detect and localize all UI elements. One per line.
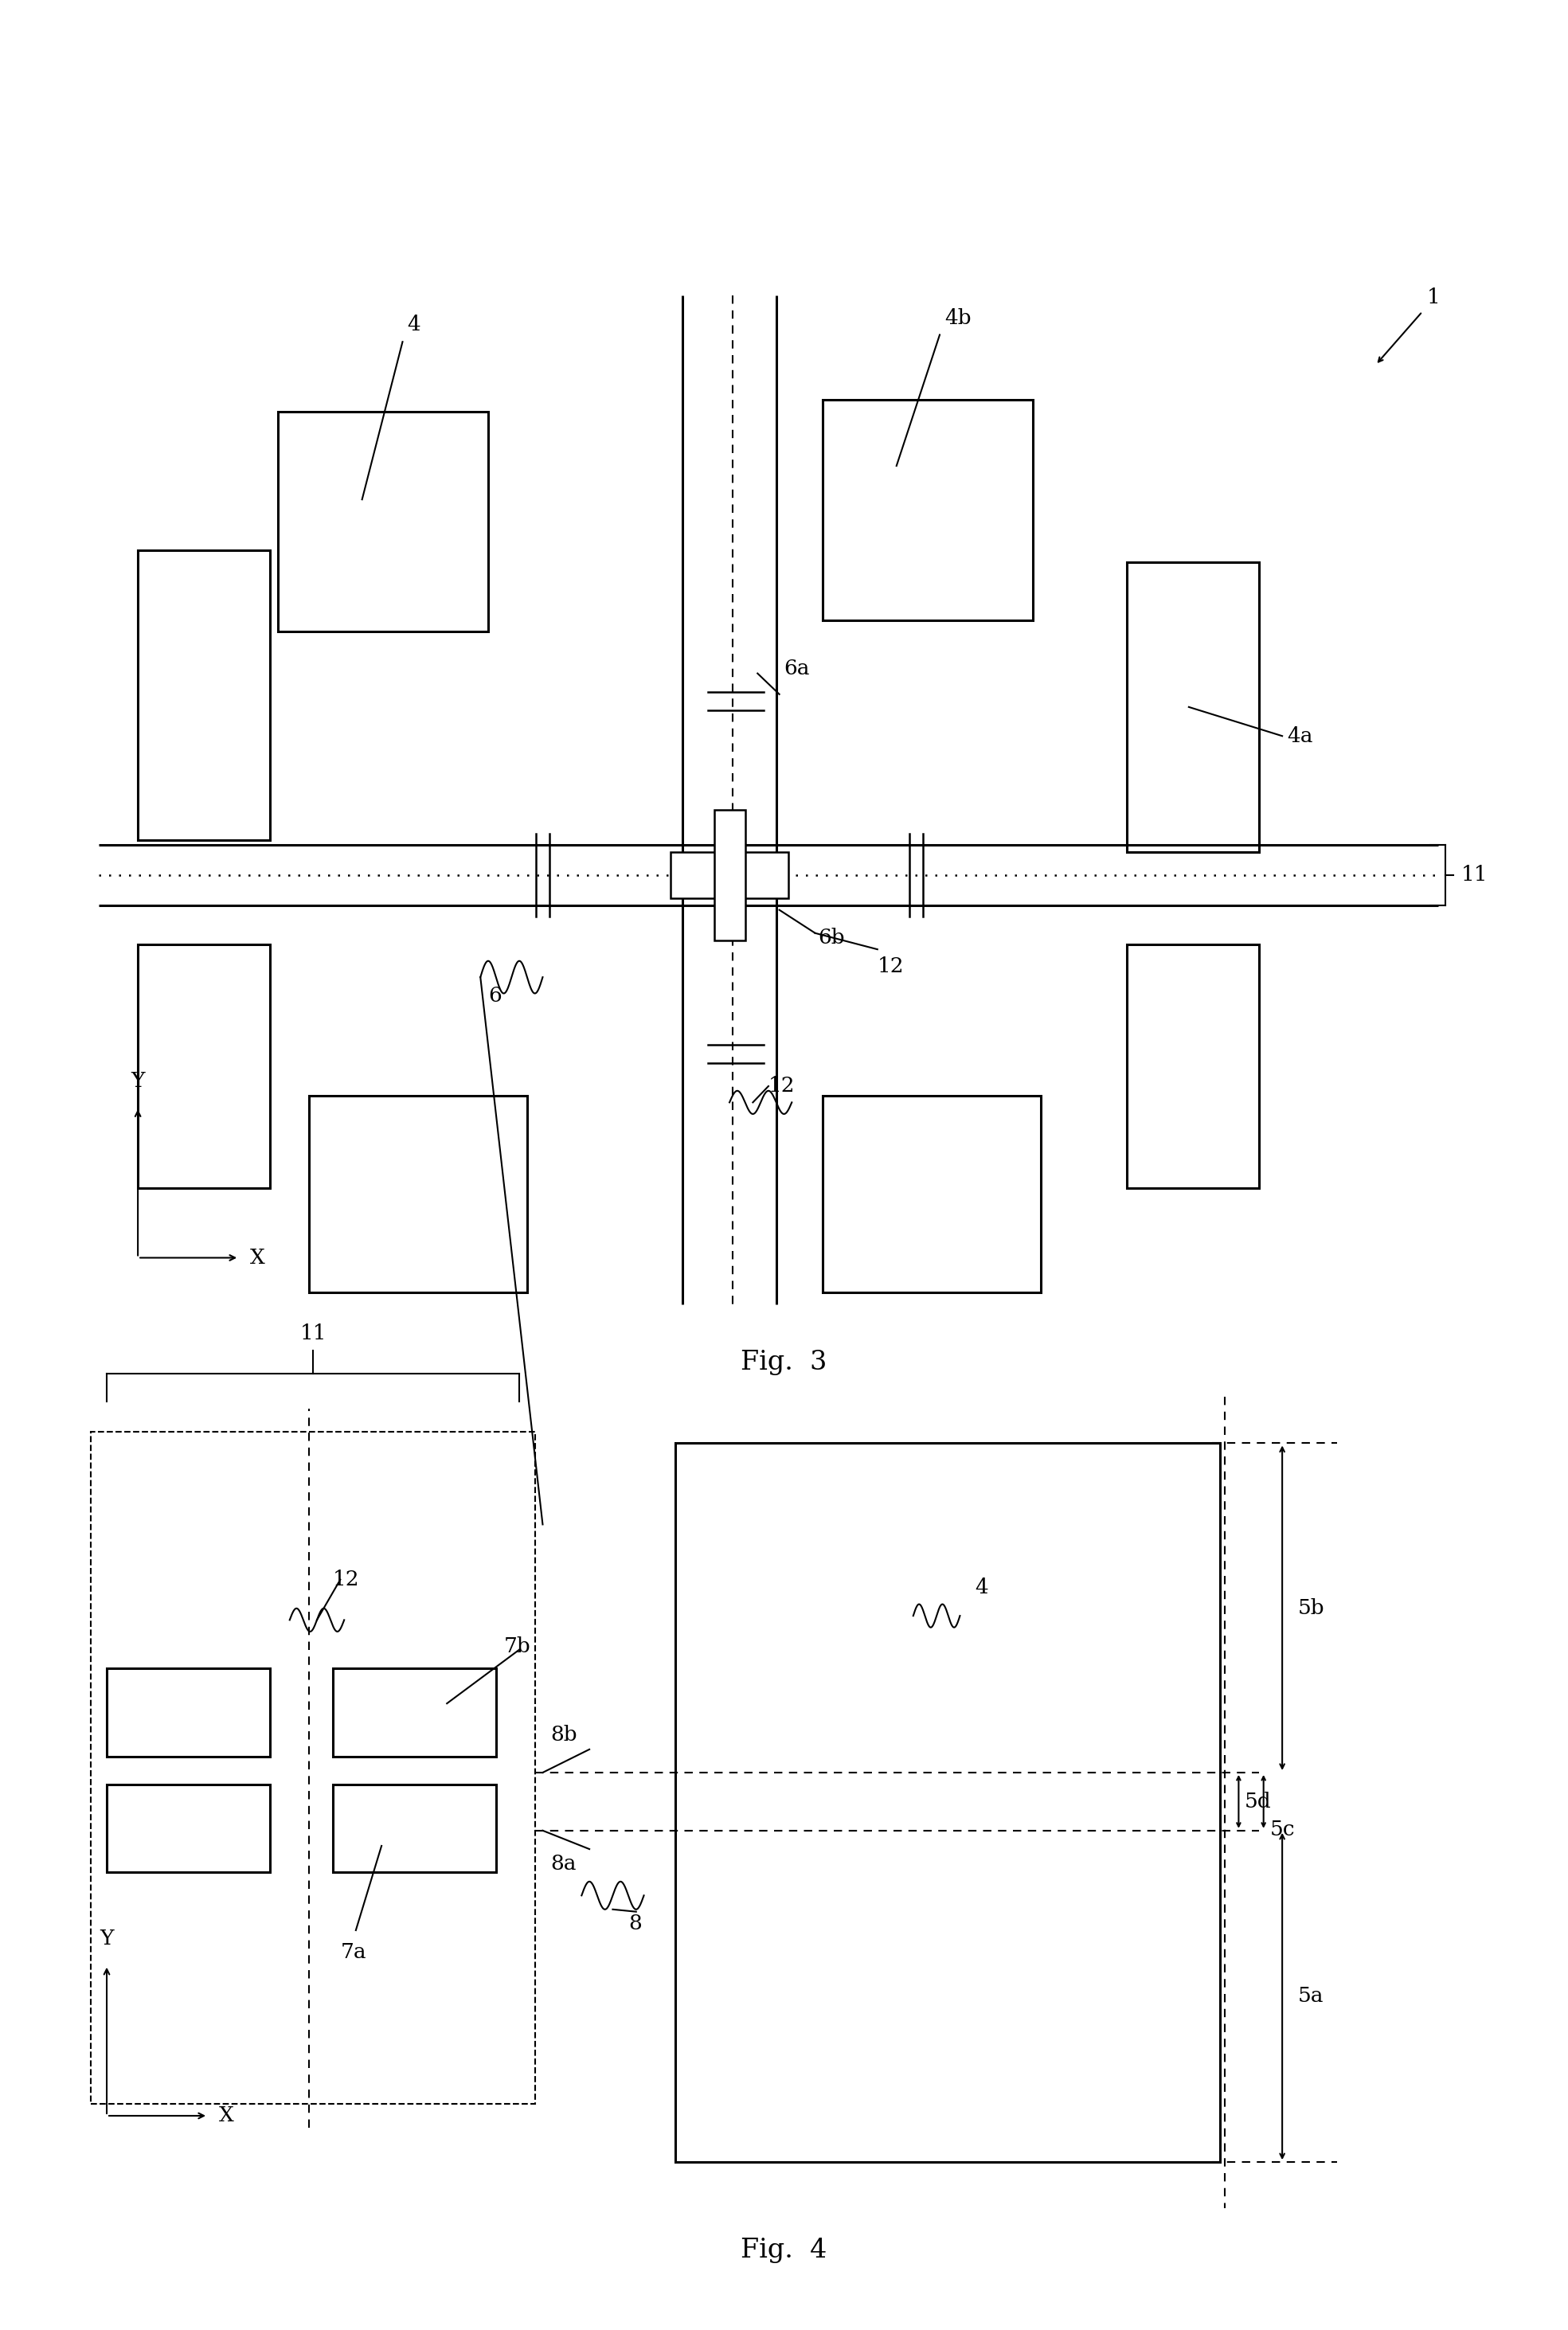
Text: 12: 12 xyxy=(332,1570,359,1589)
Text: 12: 12 xyxy=(878,955,905,976)
Text: 8b: 8b xyxy=(550,1724,577,1745)
Text: 6: 6 xyxy=(488,986,502,1007)
Text: 5a: 5a xyxy=(1298,1987,1323,2006)
Text: 11: 11 xyxy=(1461,864,1488,885)
Text: 4b: 4b xyxy=(944,308,971,329)
Text: 5c: 5c xyxy=(1270,1820,1295,1838)
Text: 8a: 8a xyxy=(550,1855,577,1873)
Bar xyxy=(278,412,488,631)
Bar xyxy=(823,1095,1041,1293)
Text: 5b: 5b xyxy=(1298,1598,1325,1617)
Text: Fig.  3: Fig. 3 xyxy=(740,1349,828,1375)
Text: 12: 12 xyxy=(768,1076,795,1095)
Text: Fig.  4: Fig. 4 xyxy=(742,2237,826,2262)
Bar xyxy=(107,1668,270,1757)
Bar xyxy=(713,811,745,939)
Bar xyxy=(332,1668,495,1757)
Text: 6a: 6a xyxy=(784,659,811,678)
Text: 11: 11 xyxy=(299,1323,326,1344)
Bar xyxy=(138,550,270,841)
Text: X: X xyxy=(249,1249,265,1268)
Text: 4: 4 xyxy=(408,315,420,336)
Bar xyxy=(671,853,789,899)
Bar xyxy=(138,944,270,1188)
Bar xyxy=(91,1431,535,2104)
Text: Y: Y xyxy=(130,1072,144,1090)
Bar xyxy=(674,1442,1220,2162)
Text: 4: 4 xyxy=(975,1577,988,1596)
Bar xyxy=(1126,562,1259,853)
Bar xyxy=(107,1785,270,1873)
Text: X: X xyxy=(220,2106,234,2125)
Text: Y: Y xyxy=(100,1929,114,1948)
Text: 5d: 5d xyxy=(1245,1792,1272,1810)
Text: 1: 1 xyxy=(1427,287,1441,308)
Text: 6b: 6b xyxy=(818,927,845,948)
Bar xyxy=(823,401,1033,620)
Text: 8: 8 xyxy=(629,1913,641,1934)
Text: 7a: 7a xyxy=(340,1941,367,1962)
Bar xyxy=(1126,944,1259,1188)
Bar xyxy=(332,1785,495,1873)
Bar xyxy=(309,1095,527,1293)
Text: 7b: 7b xyxy=(503,1636,530,1657)
Text: 4a: 4a xyxy=(1287,727,1312,746)
